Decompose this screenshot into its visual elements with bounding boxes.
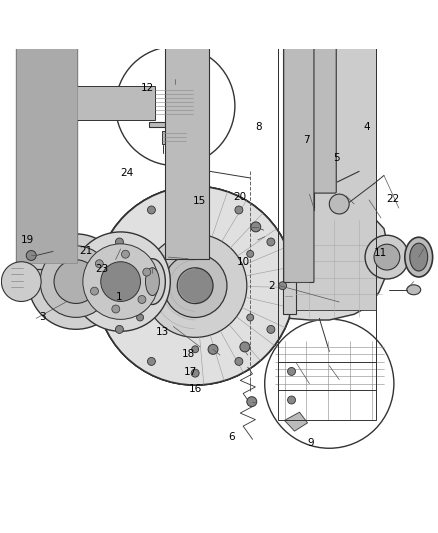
FancyBboxPatch shape [293,0,376,310]
Text: 5: 5 [333,152,340,163]
Circle shape [71,232,170,332]
Circle shape [265,319,394,448]
Ellipse shape [405,237,433,277]
Circle shape [288,396,296,404]
Text: 15: 15 [193,196,206,206]
Polygon shape [285,412,307,431]
Circle shape [116,46,235,166]
FancyBboxPatch shape [162,131,184,144]
Text: 22: 22 [386,194,400,204]
Circle shape [96,187,294,385]
Text: 3: 3 [39,312,46,321]
Circle shape [104,282,112,289]
Circle shape [267,238,275,246]
Circle shape [116,238,124,246]
Text: 19: 19 [21,236,34,245]
FancyBboxPatch shape [283,0,296,314]
Circle shape [26,251,36,261]
Circle shape [177,268,213,304]
Circle shape [329,194,349,214]
Text: 2: 2 [268,281,275,291]
Text: 21: 21 [80,246,93,256]
Circle shape [91,287,99,295]
Circle shape [137,314,144,321]
Circle shape [247,314,254,321]
Ellipse shape [407,285,421,295]
Circle shape [138,295,146,303]
Circle shape [144,234,247,337]
Circle shape [143,268,151,276]
Circle shape [208,344,218,354]
Text: 24: 24 [120,168,133,178]
Circle shape [374,244,400,270]
FancyBboxPatch shape [165,0,209,259]
Circle shape [95,260,103,268]
Circle shape [235,206,243,214]
Circle shape [54,260,98,303]
Circle shape [28,234,124,329]
FancyBboxPatch shape [16,0,77,269]
Circle shape [96,187,294,385]
Text: 18: 18 [182,350,195,359]
Text: 23: 23 [96,264,109,273]
Circle shape [116,326,124,333]
Text: 10: 10 [237,257,250,267]
Text: 6: 6 [229,432,235,442]
Text: 12: 12 [141,83,154,93]
Circle shape [192,219,198,225]
Circle shape [137,251,144,257]
Circle shape [279,282,286,289]
Text: 17: 17 [184,367,198,377]
Circle shape [191,369,199,377]
Text: 16: 16 [188,384,201,394]
Ellipse shape [410,243,427,271]
Circle shape [365,235,409,279]
FancyBboxPatch shape [284,0,314,282]
Ellipse shape [140,259,165,304]
Circle shape [192,346,198,353]
Polygon shape [290,210,389,320]
Text: 8: 8 [255,122,261,132]
Circle shape [247,251,254,257]
Circle shape [1,262,41,302]
FancyBboxPatch shape [16,0,77,263]
Circle shape [288,367,296,375]
Circle shape [148,358,155,366]
Circle shape [96,187,294,385]
Circle shape [163,254,227,318]
Text: 20: 20 [233,192,247,202]
Circle shape [40,246,112,317]
Text: 11: 11 [374,248,387,259]
Ellipse shape [145,268,159,295]
Text: 9: 9 [307,438,314,448]
FancyBboxPatch shape [38,86,155,120]
Circle shape [240,342,250,352]
Circle shape [148,206,155,214]
FancyBboxPatch shape [149,122,191,127]
Circle shape [247,397,257,407]
Circle shape [251,222,261,232]
Text: 13: 13 [156,327,169,337]
Circle shape [235,358,243,366]
Circle shape [267,326,275,333]
Circle shape [101,262,141,302]
Circle shape [112,305,120,313]
Text: 1: 1 [116,292,122,302]
Circle shape [121,250,130,258]
Text: 7: 7 [303,135,309,146]
FancyBboxPatch shape [290,0,336,193]
Text: 4: 4 [364,122,370,132]
Circle shape [191,194,199,202]
Circle shape [83,244,159,319]
